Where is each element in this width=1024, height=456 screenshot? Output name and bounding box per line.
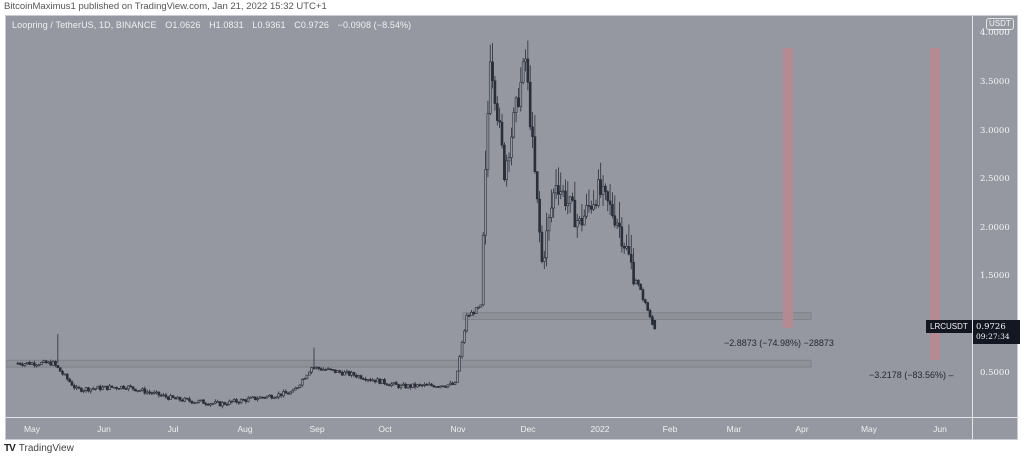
time-tick: Dec <box>520 424 536 434</box>
legend-change: −0.0908 (−8.54%) <box>337 20 412 30</box>
price-axis[interactable]: USDT 4.0000 3.5000 3.0000 2.5000 2.0000 … <box>972 16 1020 417</box>
price-range-bar[interactable] <box>783 48 793 328</box>
chart-plot-area[interactable]: Loopring / TetherUS, 1D, BINANCE O1.0626… <box>6 16 972 417</box>
measure-label-1: −2.8873 (−74.98%) −28873 <box>724 338 834 348</box>
time-tick: 2022 <box>590 424 610 434</box>
price-range-bar[interactable] <box>930 48 940 360</box>
price-tick: 1.5000 <box>980 271 1010 281</box>
time-tick: May <box>860 424 878 434</box>
legend-open: O1.0626 <box>165 20 201 30</box>
price-tick: 2.5000 <box>980 174 1010 184</box>
currency-badge[interactable]: USDT <box>986 18 1014 30</box>
time-tick: Nov <box>450 424 466 434</box>
candlestick-chart[interactable] <box>6 16 972 417</box>
time-axis[interactable]: May Jun Jul Aug Sep Oct Nov Dec 2022 Feb… <box>6 417 972 439</box>
price-tick: 3.0000 <box>980 126 1010 136</box>
time-tick: Jun <box>933 424 947 434</box>
last-price-label: 0.9726 09:27:34 <box>973 320 1020 344</box>
price-tick: 3.5000 <box>980 77 1010 87</box>
chart-frame[interactable]: Loopring / TetherUS, 1D, BINANCE O1.0626… <box>5 15 1020 440</box>
time-tick: Aug <box>237 424 253 434</box>
time-tick: Jul <box>167 424 179 434</box>
time-tick: Mar <box>726 424 742 434</box>
time-tick: Oct <box>378 424 392 434</box>
measure-label-2: −3.2178 (−83.56%) – <box>869 370 954 380</box>
time-tick: Jun <box>97 424 111 434</box>
time-tick: Sep <box>309 424 325 434</box>
ohlc-legend: Loopring / TetherUS, 1D, BINANCE O1.0626… <box>12 20 417 30</box>
time-tick: Feb <box>662 424 678 434</box>
support-zone[interactable] <box>462 312 812 321</box>
legend-symbol: Loopring / TetherUS, 1D, BINANCE <box>12 20 157 30</box>
support-zone[interactable] <box>6 359 812 368</box>
legend-low: L0.9361 <box>252 20 286 30</box>
tradingview-logo-text: TradingView <box>18 443 74 454</box>
tradingview-logo-icon: TV <box>4 443 16 454</box>
legend-high: H1.0831 <box>209 20 244 30</box>
price-tick: 0.5000 <box>980 368 1010 378</box>
legend-close: C0.9726 <box>294 20 329 30</box>
price-tick: 4.0000 <box>980 28 1010 38</box>
price-tick: 2.0000 <box>980 223 1010 233</box>
bar-countdown: 09:27:34 <box>976 332 1010 341</box>
axis-corner <box>972 417 1019 439</box>
time-tick: May <box>23 424 41 434</box>
tradingview-logo: TV TradingView <box>4 443 74 454</box>
symbol-price-label: LRCUSDT <box>926 320 972 333</box>
time-tick: Apr <box>795 424 809 434</box>
publish-line: BitcoinMaximus1 published on TradingView… <box>4 1 327 12</box>
last-price-value: 0.9726 <box>976 322 1006 332</box>
